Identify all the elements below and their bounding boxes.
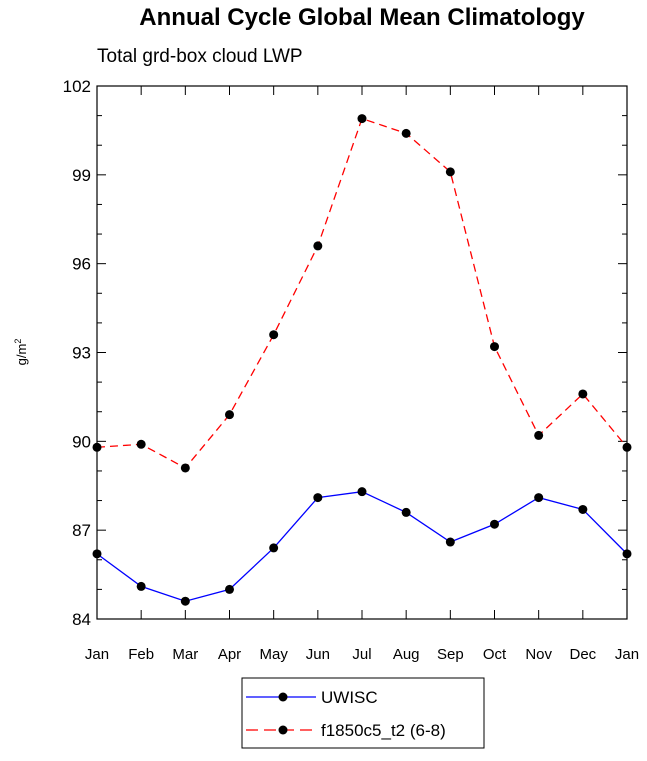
x-tick-label: Mar (172, 646, 198, 663)
x-tick-label: Oct (483, 646, 507, 663)
series-2-point (92, 442, 102, 452)
series-1-point (445, 537, 455, 547)
series-line-1 (96, 491, 628, 602)
series-2-point (225, 410, 234, 420)
series-1-point (490, 519, 499, 529)
legend-marker-2 (278, 725, 288, 735)
y-tick-label: 96 (72, 255, 91, 274)
y-axis-label-superscript: 2 (13, 339, 23, 344)
svg-text:g/m2: g/m2 (13, 339, 29, 366)
x-tick-label: Jul (352, 646, 371, 663)
series-2-point (578, 389, 588, 399)
series-1-point (622, 549, 632, 559)
y-tick-label: 99 (72, 166, 91, 185)
series-2-point (534, 430, 544, 440)
x-tick-label: Jan (85, 646, 109, 663)
y-tick-label: 90 (72, 432, 91, 451)
chart-title: Annual Cycle Global Mean Climatology (139, 4, 585, 31)
series-2-point (136, 439, 146, 449)
series-2-point (445, 167, 455, 177)
x-tick-label: Sep (437, 646, 464, 663)
series-1-point (578, 504, 588, 514)
series-2-point (357, 114, 367, 124)
x-tick-label: Jan (615, 646, 639, 663)
series-1-point (136, 581, 146, 591)
series-line-2 (96, 117, 628, 469)
x-tick-label: Feb (128, 646, 154, 663)
series-2-point (269, 330, 279, 340)
x-tick-label: Jun (306, 646, 330, 663)
series-1-point (357, 487, 367, 497)
series-1-point (313, 493, 323, 503)
chart-subtitle: Total grd-box cloud LWP (97, 46, 303, 67)
series-1-point (401, 507, 411, 517)
x-tick-label: May (259, 646, 288, 663)
x-tick-label: Dec (569, 646, 596, 663)
series-1-point (92, 549, 102, 559)
y-tick-label: 87 (72, 521, 91, 540)
series-2-point (490, 342, 499, 352)
legend-label-2: f1850c5_t2 (6-8) (321, 721, 446, 740)
legend-box (241, 677, 485, 749)
legend-marker-1 (278, 692, 288, 702)
y-tick-label: 93 (72, 344, 91, 363)
series-2-point (401, 128, 411, 138)
series-2-point (180, 463, 190, 473)
x-tick-label: Nov (525, 646, 552, 663)
series-1-point (534, 493, 544, 503)
y-axis-label-text: g/m (14, 344, 29, 366)
series-1-point (269, 543, 279, 553)
plot-area: 84 87 90 93 96 99 102 Jan Feb Mar Apr May Jun Jul Aug S… (63, 77, 639, 663)
series-1-point (180, 596, 190, 606)
series-2-point (622, 442, 632, 452)
x-tick-label: Aug (393, 646, 420, 663)
series-1-point (225, 584, 234, 594)
y-tick-label: 84 (72, 610, 91, 629)
legend: UWISC f1850c5_t2 (6-8) (241, 677, 485, 749)
legend-label-1: UWISC (321, 688, 378, 707)
plot-frame (96, 85, 628, 620)
y-axis-label: g/m2 (13, 339, 29, 366)
series-2-point (313, 241, 323, 251)
x-tick-label: Apr (218, 646, 241, 663)
y-tick-label: 102 (63, 77, 91, 96)
